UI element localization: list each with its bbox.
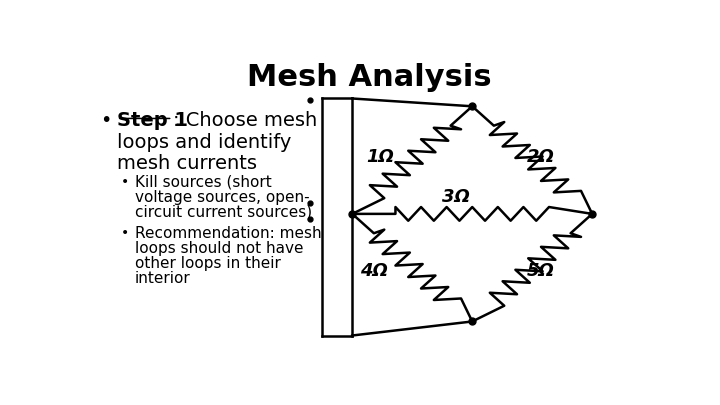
- Text: 1Ω: 1Ω: [366, 148, 394, 166]
- Text: •: •: [121, 175, 129, 189]
- Text: Mesh Analysis: Mesh Analysis: [247, 63, 491, 92]
- Text: •: •: [100, 111, 112, 130]
- Text: loops should not have: loops should not have: [135, 241, 303, 256]
- Text: other loops in their: other loops in their: [135, 256, 281, 271]
- Text: 4Ω: 4Ω: [361, 262, 388, 280]
- Text: circuit current sources): circuit current sources): [135, 205, 312, 220]
- Text: loops and identify: loops and identify: [117, 133, 291, 152]
- Text: 3Ω: 3Ω: [441, 188, 469, 206]
- Text: Recommendation: mesh: Recommendation: mesh: [135, 226, 321, 241]
- Text: : Choose mesh: : Choose mesh: [173, 111, 317, 130]
- Text: interior: interior: [135, 271, 190, 286]
- Text: voltage sources, open-: voltage sources, open-: [135, 190, 310, 205]
- Text: Step 1: Step 1: [117, 111, 188, 130]
- Text: Kill sources (short: Kill sources (short: [135, 175, 271, 190]
- Text: mesh currents: mesh currents: [117, 154, 257, 173]
- Text: •: •: [121, 226, 129, 240]
- Text: 2Ω: 2Ω: [527, 148, 554, 166]
- Text: 5Ω: 5Ω: [527, 262, 554, 280]
